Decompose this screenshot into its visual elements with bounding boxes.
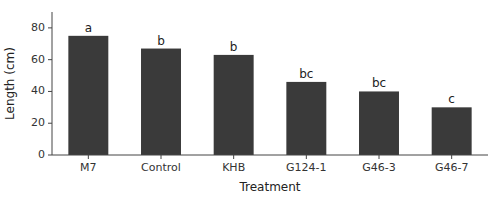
x-tick-label: G46-3	[362, 161, 396, 174]
y-tick-label: 40	[31, 84, 45, 97]
x-tick-label: Control	[141, 161, 181, 174]
x-tick-label: KHB	[222, 161, 245, 174]
bar	[359, 91, 399, 155]
y-tick	[48, 123, 52, 124]
x-axis-label: Treatment	[238, 180, 300, 194]
x-tick	[451, 155, 452, 159]
bar-annotation: a	[85, 21, 92, 35]
x-tick	[233, 155, 234, 159]
x-tick	[306, 155, 307, 159]
y-axis-label: Length (cm)	[3, 47, 17, 120]
x-tick-label: G124-1	[286, 161, 327, 174]
y-axis-line	[52, 12, 53, 155]
y-tick-label: 20	[31, 116, 45, 129]
chart-container: a b b bc bc c 0 20 40 60 80 M7 Control KHB G124-1 G46-3…	[0, 0, 500, 197]
bar-annotation: b	[230, 40, 238, 54]
x-tick-label: M7	[80, 161, 97, 174]
bar	[68, 36, 108, 155]
y-tick	[48, 155, 52, 156]
bar	[286, 82, 326, 155]
y-tick-label: 60	[31, 53, 45, 66]
y-tick-label: 80	[31, 21, 45, 34]
bar	[432, 107, 472, 155]
chart: a b b bc bc c 0 20 40 60 80 M7 Control KHB G124-1 G46-3…	[0, 0, 500, 197]
x-tick	[88, 155, 89, 159]
x-tick	[161, 155, 162, 159]
bar	[141, 49, 181, 155]
y-tick	[48, 59, 52, 60]
x-axis-line	[52, 155, 488, 156]
bar-annotation: b	[157, 34, 165, 48]
y-tick-label: 0	[38, 148, 45, 161]
bar-annotation: c	[448, 92, 455, 106]
x-tick-label: G46-7	[435, 161, 469, 174]
bar	[214, 55, 254, 155]
bar-annotation: bc	[372, 76, 386, 90]
bars	[68, 36, 471, 155]
y-tick	[48, 91, 52, 92]
bar-annotation: bc	[299, 67, 313, 81]
x-tick	[379, 155, 380, 159]
y-tick	[48, 27, 52, 28]
